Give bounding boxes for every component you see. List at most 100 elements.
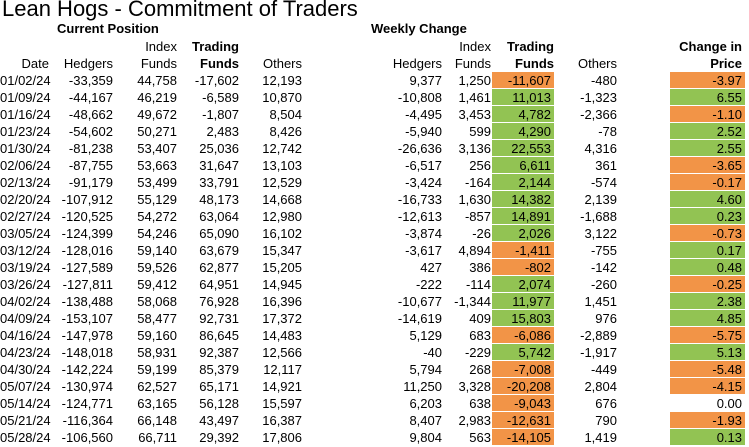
cell-weekly-index-funds: -164 bbox=[464, 175, 491, 190]
header-weekly-trading-funds-line2: Funds bbox=[515, 56, 554, 71]
cell-weekly-hedgers: 427 bbox=[420, 260, 442, 275]
cell-weekly-trading-funds: -7,008 bbox=[492, 361, 554, 378]
cell-weekly-trading-funds: -802 bbox=[492, 259, 554, 276]
cell-weekly-others: -78 bbox=[598, 124, 617, 139]
cell-weekly-hedgers: 6,203 bbox=[409, 396, 442, 411]
cell-weekly-trading-funds: 11,013 bbox=[492, 89, 554, 106]
cell-date: 04/02/24 bbox=[0, 294, 51, 309]
cell-hedgers: -106,560 bbox=[61, 430, 113, 445]
cell-weekly-trading-funds: 14,891 bbox=[492, 208, 554, 225]
cell-weekly-hedgers: -222 bbox=[415, 277, 442, 292]
cell-index-funds: 54,246 bbox=[137, 226, 177, 241]
table-row: 04/23/24 -148,018 58,931 92,387 12,566 -40 -22… bbox=[0, 344, 749, 361]
cell-trading-funds: 29,392 bbox=[199, 430, 239, 445]
cell-weekly-index-funds: 638 bbox=[469, 396, 491, 411]
cell-index-funds: 59,140 bbox=[137, 243, 177, 258]
cell-price-change: -0.17 bbox=[670, 174, 745, 191]
header-price-change-line2: Price bbox=[710, 56, 742, 71]
header-index-funds-line2: Funds bbox=[140, 56, 177, 71]
cell-index-funds: 59,160 bbox=[137, 328, 177, 343]
cell-index-funds: 59,199 bbox=[137, 362, 177, 377]
section-weekly-change: Weekly Change bbox=[371, 21, 467, 36]
table-row: 03/26/24 -127,811 59,412 64,951 14,945 -222 -1… bbox=[0, 276, 749, 293]
cell-index-funds: 53,663 bbox=[137, 158, 177, 173]
cell-weekly-others: -574 bbox=[590, 175, 617, 190]
cell-weekly-index-funds: 1,461 bbox=[458, 90, 491, 105]
cell-weekly-trading-funds: 2,026 bbox=[492, 225, 554, 242]
table-row: 01/02/24 -33,359 44,758 -17,602 12,193 9,377 1… bbox=[0, 72, 749, 89]
cell-weekly-trading-funds: -20,208 bbox=[492, 378, 554, 395]
cell-weekly-others: 361 bbox=[595, 158, 617, 173]
cell-weekly-trading-funds: 5,742 bbox=[492, 344, 554, 361]
cell-hedgers: -147,978 bbox=[61, 328, 113, 343]
cell-hedgers: -48,662 bbox=[68, 107, 113, 122]
cell-weekly-hedgers: -3,617 bbox=[405, 243, 442, 258]
cell-index-funds: 59,526 bbox=[137, 260, 177, 275]
cell-hedgers: -130,974 bbox=[61, 379, 113, 394]
cell-hedgers: -91,179 bbox=[68, 175, 113, 190]
cell-date: 04/16/24 bbox=[0, 328, 51, 343]
cell-date: 02/13/24 bbox=[0, 175, 51, 190]
header-others: Others bbox=[262, 56, 302, 71]
cell-others: 15,347 bbox=[262, 243, 302, 258]
cell-weekly-hedgers: -4,495 bbox=[405, 107, 442, 122]
cell-weekly-index-funds: 268 bbox=[469, 362, 491, 377]
cell-hedgers: -54,602 bbox=[68, 124, 113, 139]
cell-others: 12,529 bbox=[262, 175, 302, 190]
table-row: 01/23/24 -54,602 50,271 2,483 8,426 -5,940 599… bbox=[0, 123, 749, 140]
cell-index-funds: 59,412 bbox=[137, 277, 177, 292]
cell-trading-funds: 25,036 bbox=[199, 141, 239, 156]
cell-hedgers: -87,755 bbox=[68, 158, 113, 173]
cell-date: 02/06/24 bbox=[0, 158, 51, 173]
cell-price-change: 6.55 bbox=[670, 89, 745, 106]
table-row: 04/02/24 -138,488 58,068 76,928 16,396 -10,67… bbox=[0, 293, 749, 310]
cell-trading-funds: 43,497 bbox=[199, 413, 239, 428]
cell-date: 01/30/24 bbox=[0, 141, 51, 156]
cell-weekly-index-funds: -857 bbox=[464, 209, 491, 224]
cell-weekly-hedgers: -26,636 bbox=[397, 141, 442, 156]
cell-trading-funds: 64,951 bbox=[199, 277, 239, 292]
cell-weekly-trading-funds: 6,611 bbox=[492, 157, 554, 174]
header-weekly-index-funds-line1: Index bbox=[459, 39, 491, 54]
cell-others: 12,566 bbox=[262, 345, 302, 360]
cell-trading-funds: 86,645 bbox=[199, 328, 239, 343]
cell-date: 01/09/24 bbox=[0, 90, 51, 105]
cell-hedgers: -33,359 bbox=[68, 73, 113, 88]
cell-index-funds: 66,148 bbox=[137, 413, 177, 428]
cell-price-change: 2.38 bbox=[670, 293, 745, 310]
cell-weekly-index-funds: 3,453 bbox=[458, 107, 491, 122]
table-row: 01/30/24 -81,238 53,407 25,036 12,742 -26,636… bbox=[0, 140, 749, 157]
cell-hedgers: -107,912 bbox=[61, 192, 113, 207]
cell-hedgers: -142,224 bbox=[61, 362, 113, 377]
cell-weekly-index-funds: 2,983 bbox=[458, 413, 491, 428]
cell-weekly-hedgers: -5,940 bbox=[405, 124, 442, 139]
cell-weekly-others: 790 bbox=[595, 413, 617, 428]
cell-weekly-hedgers: 8,407 bbox=[409, 413, 442, 428]
cell-others: 15,205 bbox=[262, 260, 302, 275]
cell-weekly-trading-funds: 11,977 bbox=[492, 293, 554, 310]
cell-weekly-others: 2,139 bbox=[584, 192, 617, 207]
cell-weekly-index-funds: 386 bbox=[469, 260, 491, 275]
cell-index-funds: 53,499 bbox=[137, 175, 177, 190]
cell-date: 05/28/24 bbox=[0, 430, 51, 445]
cell-others: 12,117 bbox=[263, 362, 302, 377]
cell-weekly-index-funds: 256 bbox=[469, 158, 491, 173]
cell-others: 15,597 bbox=[262, 396, 302, 411]
cell-weekly-index-funds: 3,328 bbox=[458, 379, 491, 394]
header-weekly-trading-funds-line1: Trading bbox=[507, 39, 554, 54]
cell-trading-funds: 62,877 bbox=[199, 260, 239, 275]
cell-weekly-hedgers: -10,808 bbox=[397, 90, 442, 105]
cell-weekly-others: 2,804 bbox=[584, 379, 617, 394]
cell-date: 04/23/24 bbox=[0, 345, 51, 360]
cell-trading-funds: 33,791 bbox=[199, 175, 239, 190]
cell-date: 05/14/24 bbox=[0, 396, 51, 411]
cell-price-change: -3.97 bbox=[670, 72, 745, 89]
cell-index-funds: 54,272 bbox=[137, 209, 177, 224]
header-weekly-index-funds-line2: Funds bbox=[454, 56, 491, 71]
cell-weekly-hedgers: 11,250 bbox=[403, 379, 442, 394]
cell-trading-funds: -1,807 bbox=[202, 107, 239, 122]
table-row: 04/09/24 -153,107 58,477 92,731 17,372 -14,61… bbox=[0, 310, 749, 327]
cell-price-change: 0.00 bbox=[716, 396, 742, 411]
header-weekly-others: Others bbox=[577, 56, 617, 71]
cell-price-change: 5.13 bbox=[670, 344, 745, 361]
